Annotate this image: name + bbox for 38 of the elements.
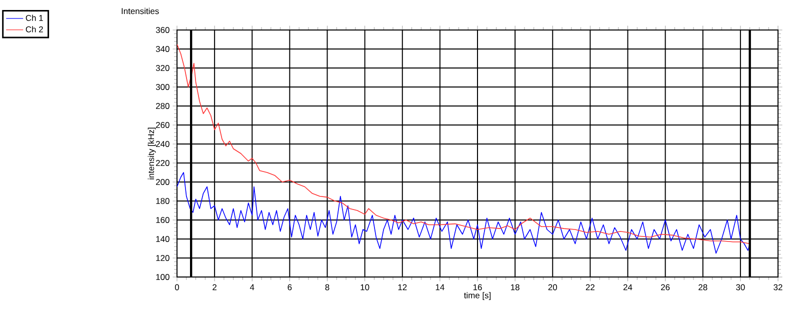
y-tick-label: 300: [156, 84, 170, 90]
chart-title: Intensities: [122, 8, 159, 14]
y-tick-label: 320: [156, 65, 170, 71]
y-tick-label: 180: [156, 198, 170, 204]
x-tick-label: 26: [661, 284, 670, 290]
x-tick-label: 22: [586, 284, 594, 290]
y-tick-label: 280: [156, 103, 170, 109]
x-tick-label: 16: [473, 284, 482, 290]
y-tick-label: 160: [156, 217, 170, 223]
y-axis-title: intensity [kHz]: [148, 128, 156, 180]
x-axis-title: time [s]: [464, 292, 491, 300]
y-tick-label: 220: [156, 160, 170, 166]
y-tick-label: 120: [156, 255, 170, 261]
legend-label: Ch 1: [26, 14, 43, 21]
x-tick-label: 14: [436, 284, 444, 290]
y-tick-label: 240: [156, 141, 170, 147]
y-tick-label: 340: [156, 46, 170, 52]
legend-label: Ch 2: [26, 26, 43, 32]
x-tick-label: 6: [288, 284, 292, 290]
x-tick-label: 18: [511, 284, 520, 290]
x-tick-label: 10: [360, 284, 370, 290]
x-tick-label: 8: [325, 284, 330, 290]
y-tick-label: 100: [156, 274, 170, 280]
y-tick-label: 200: [156, 179, 170, 185]
x-tick-label: 12: [398, 284, 407, 290]
x-tick-label: 2: [212, 284, 216, 290]
y-tick-label: 360: [156, 27, 170, 33]
x-tick-label: 0: [174, 284, 180, 290]
x-tick-label: 24: [623, 284, 632, 290]
line-series: [177, 172, 750, 254]
y-tick-label: 140: [156, 236, 170, 242]
x-tick-label: 28: [698, 284, 708, 290]
x-tick-label: 32: [774, 284, 782, 290]
line-series: [177, 44, 750, 244]
y-tick-label: 260: [156, 122, 170, 128]
x-tick-label: 20: [548, 284, 558, 290]
x-tick-label: 4: [250, 284, 254, 290]
x-tick-label: 30: [736, 284, 745, 290]
